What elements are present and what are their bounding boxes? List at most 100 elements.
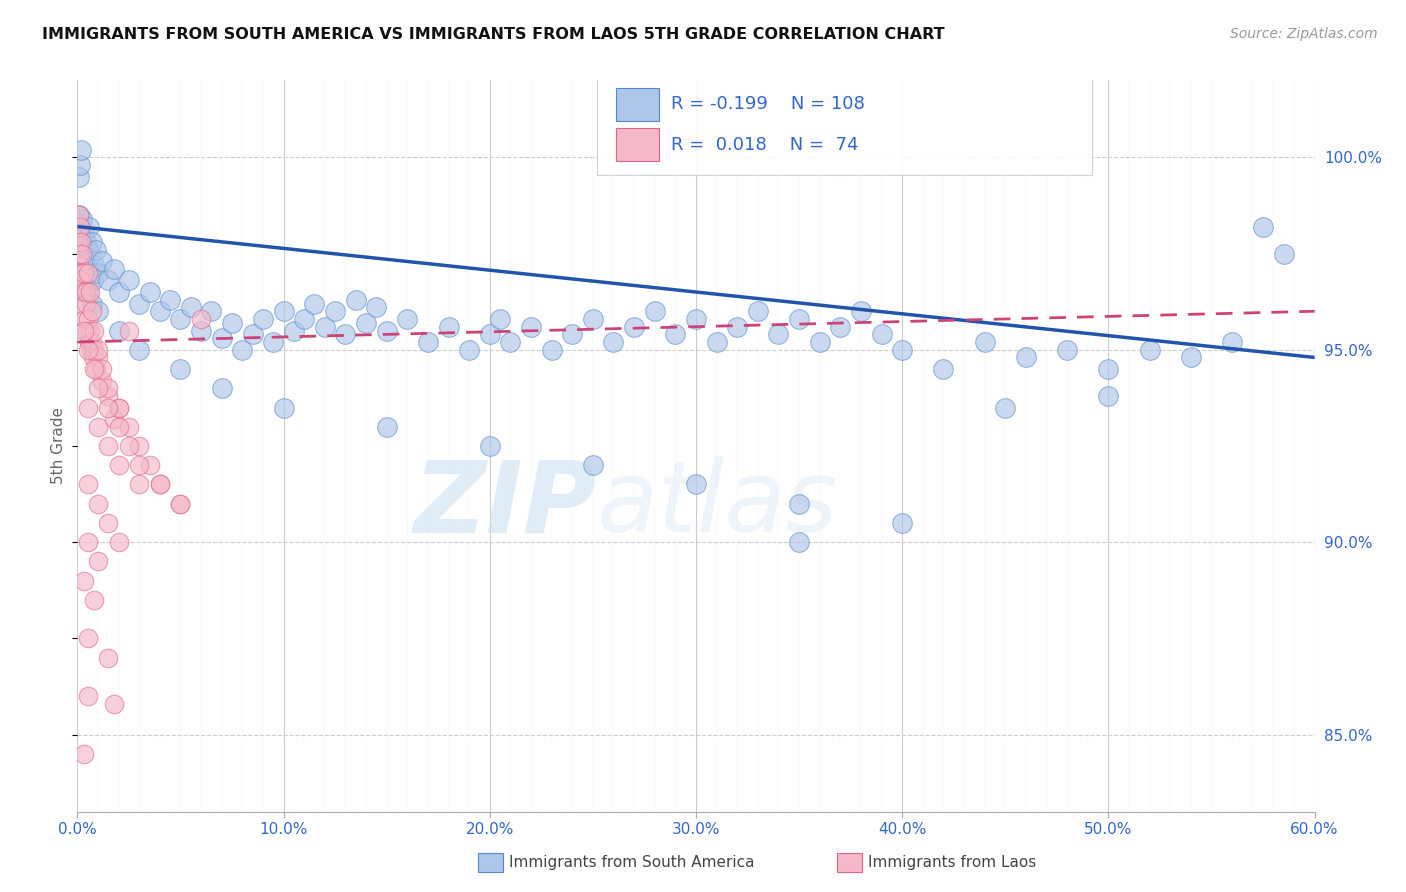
Point — [87, 419, 110, 434]
Point — [84, 362, 107, 376]
Point — [107, 285, 129, 299]
Point — [1139, 343, 1161, 357]
Point — [72, 266, 94, 280]
Point — [891, 516, 914, 530]
Point — [76, 401, 98, 415]
Point — [107, 535, 129, 549]
Y-axis label: 5th Grade: 5th Grade — [51, 408, 66, 484]
Point — [149, 477, 172, 491]
Point — [67, 219, 90, 234]
Text: R =  0.018    N =  74: R = 0.018 N = 74 — [671, 136, 859, 153]
Point — [478, 439, 501, 453]
Point — [366, 301, 388, 315]
Point — [69, 273, 91, 287]
Point — [180, 301, 202, 315]
Point — [87, 266, 110, 280]
Point — [76, 632, 98, 646]
Point — [67, 235, 90, 249]
Point — [478, 327, 501, 342]
Point — [932, 362, 955, 376]
Point — [97, 650, 120, 665]
Point — [190, 312, 212, 326]
Point — [870, 327, 893, 342]
Point — [70, 223, 93, 237]
Point — [128, 477, 150, 491]
Point — [685, 312, 707, 326]
Point — [72, 246, 94, 260]
Point — [72, 747, 94, 761]
Point — [103, 697, 125, 711]
Point — [747, 304, 769, 318]
Point — [76, 266, 98, 280]
Point — [76, 535, 98, 549]
Point — [67, 258, 90, 272]
Point — [83, 362, 105, 376]
Point — [283, 324, 305, 338]
Bar — [616, 128, 659, 161]
Point — [344, 293, 367, 307]
Point — [231, 343, 253, 357]
Point — [83, 324, 105, 338]
Point — [80, 334, 103, 349]
Point — [169, 312, 191, 326]
Point — [1097, 389, 1119, 403]
Point — [891, 343, 914, 357]
Point — [416, 334, 439, 349]
Point — [169, 497, 191, 511]
Point — [67, 208, 90, 222]
Point — [80, 296, 103, 310]
Point — [87, 554, 110, 568]
Point — [76, 477, 98, 491]
Point — [561, 327, 583, 342]
Point — [149, 477, 172, 491]
Point — [787, 312, 810, 326]
Point — [76, 312, 98, 326]
Point — [706, 334, 728, 349]
Point — [82, 351, 104, 365]
Point — [76, 324, 98, 338]
Point — [70, 246, 93, 260]
Point — [97, 439, 120, 453]
Point — [107, 401, 129, 415]
Point — [77, 219, 100, 234]
Point — [1015, 351, 1038, 365]
Point — [69, 266, 91, 280]
Point — [725, 319, 748, 334]
Point — [1056, 343, 1078, 357]
Point — [787, 535, 810, 549]
Point — [72, 266, 94, 280]
Point — [70, 143, 93, 157]
Point — [1220, 334, 1243, 349]
Point — [83, 593, 105, 607]
Point — [87, 497, 110, 511]
Point — [97, 389, 120, 403]
Point — [91, 362, 114, 376]
Point — [499, 334, 522, 349]
Point — [375, 324, 398, 338]
Point — [97, 401, 120, 415]
Point — [67, 208, 90, 222]
Point — [200, 304, 222, 318]
Point — [70, 231, 93, 245]
Point — [76, 243, 98, 257]
Point — [67, 169, 90, 184]
Point — [994, 401, 1017, 415]
Text: R = -0.199    N = 108: R = -0.199 N = 108 — [671, 95, 865, 113]
Point — [768, 327, 790, 342]
Point — [323, 304, 346, 318]
Point — [1097, 362, 1119, 376]
Point — [273, 304, 295, 318]
Point — [107, 324, 129, 338]
Point — [354, 316, 377, 330]
Point — [190, 324, 212, 338]
Point — [80, 343, 103, 357]
Point — [69, 216, 91, 230]
Point — [91, 254, 114, 268]
Point — [138, 458, 160, 473]
Point — [808, 334, 831, 349]
Point — [262, 334, 284, 349]
Point — [69, 219, 91, 234]
Point — [128, 296, 150, 310]
Point — [72, 243, 94, 257]
Point — [75, 296, 97, 310]
